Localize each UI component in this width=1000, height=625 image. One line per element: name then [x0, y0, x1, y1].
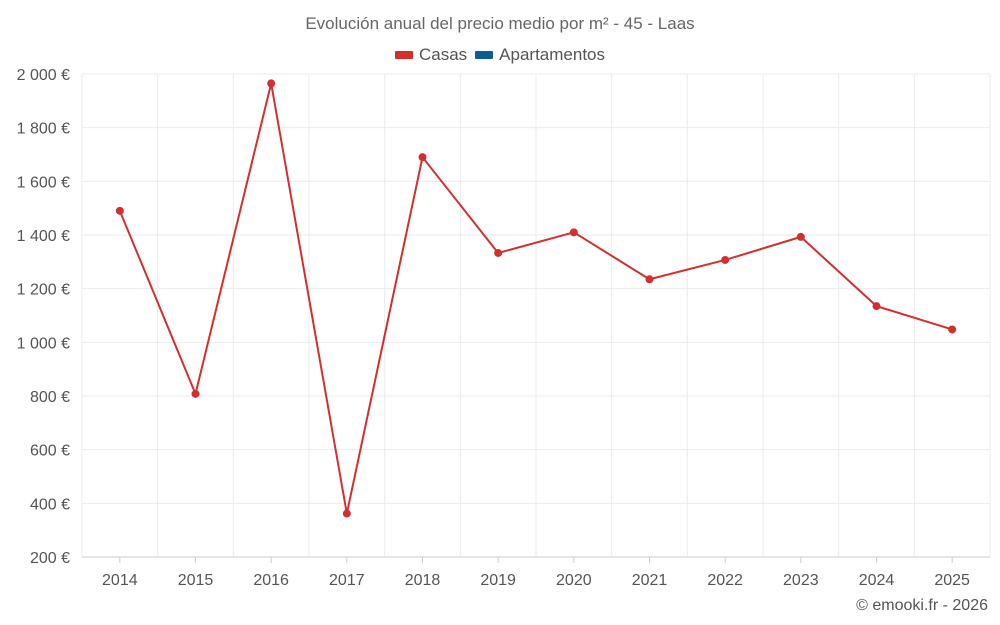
y-tick-label: 600 € [30, 443, 70, 460]
axes [82, 556, 990, 563]
y-tick-label: 1 200 € [17, 282, 70, 299]
x-tick-label: 2023 [783, 572, 819, 589]
y-tick-label: 2 000 € [17, 67, 70, 84]
x-tick-label: 2022 [707, 572, 743, 589]
data-point[interactable] [494, 248, 503, 257]
data-point[interactable] [418, 153, 427, 162]
y-axis-ticks: 200 € 400 € 600 € 800 € 1 000 € 1 200 € 1 400 … [17, 67, 70, 567]
y-tick-label: 800 € [30, 389, 70, 406]
legend-swatch-apartamentos [475, 51, 494, 59]
legend-label-apartamentos: Apartamentos [499, 45, 606, 64]
data-point[interactable] [569, 228, 578, 237]
data-point[interactable] [267, 79, 276, 88]
y-tick-label: 1 600 € [17, 174, 70, 191]
data-point[interactable] [115, 206, 124, 215]
data-point[interactable] [721, 255, 730, 264]
x-tick-label: 2021 [632, 572, 668, 589]
data-point[interactable] [948, 325, 957, 334]
data-point[interactable] [872, 302, 881, 311]
x-tick-label: 2020 [556, 572, 592, 589]
legend-item-apartamentos[interactable]: Apartamentos [475, 45, 605, 65]
x-tick-label: 2017 [329, 572, 365, 589]
data-point[interactable] [342, 509, 351, 518]
x-tick-label: 2018 [405, 572, 441, 589]
legend-swatch-casas [394, 51, 413, 59]
x-tick-label: 2016 [253, 572, 289, 589]
legend-label-casas: Casas [418, 45, 468, 64]
series-line-casas [118, 82, 953, 515]
x-axis-ticks: 2014 2015 2016 2017 2018 2019 2020 2021 2022 2023… [102, 572, 970, 589]
x-tick-label: 2015 [178, 572, 214, 589]
x-tick-label: 2014 [102, 572, 138, 589]
x-tick-label: 2024 [859, 572, 895, 589]
legend: Casas Apartamentos [0, 45, 1000, 65]
y-tick-label: 1 400 € [17, 228, 70, 245]
copyright: © emooki.fr - 2026 [856, 597, 988, 614]
x-tick-label: 2019 [480, 572, 516, 589]
chart-title: Evolución anual del precio medio por m² … [305, 14, 695, 33]
y-tick-label: 1 800 € [17, 121, 70, 138]
y-tick-label: 1 000 € [17, 335, 70, 352]
data-point[interactable] [796, 232, 805, 241]
x-tick-label: 2025 [934, 572, 970, 589]
y-tick-label: 200 € [30, 550, 70, 567]
data-point[interactable] [645, 275, 654, 284]
grid [81, 73, 991, 558]
series [115, 79, 957, 518]
legend-item-casas[interactable]: Casas [394, 45, 468, 65]
data-point[interactable] [191, 389, 200, 398]
y-tick-label: 400 € [30, 496, 70, 513]
